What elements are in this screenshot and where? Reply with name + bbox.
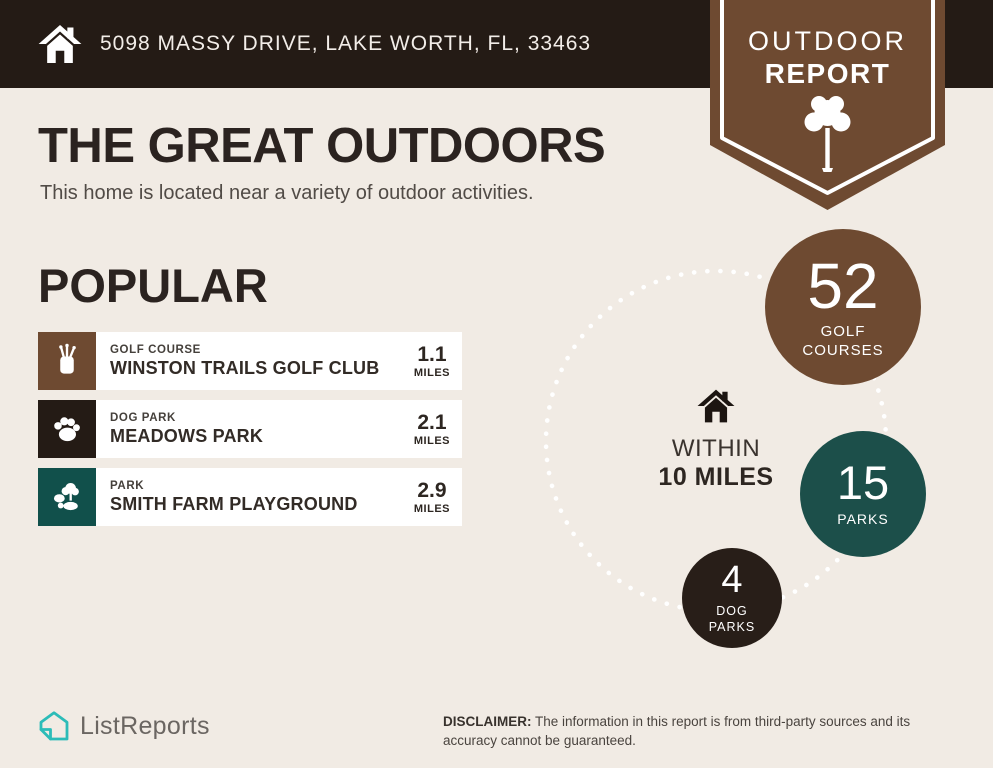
list-item-park: PARK SMITH FARM PLAYGROUND 2.9 MILES <box>38 468 462 526</box>
stat-value: 52 <box>807 249 879 322</box>
stat-value: 15 <box>836 456 890 510</box>
badge-text: OUTDOOR REPORT <box>710 26 945 90</box>
item-distance: 1.1 MILES <box>408 344 462 379</box>
list-item-dog-park: DOG PARK MEADOWS PARK 2.1 MILES <box>38 400 462 458</box>
distance-unit: MILES <box>413 434 450 447</box>
distance-unit: MILES <box>413 366 450 379</box>
brand-name: ListReports <box>80 711 210 740</box>
listreports-logo: ListReports <box>38 710 210 742</box>
item-distance: 2.1 MILES <box>408 412 462 447</box>
item-category: GOLF COURSE <box>110 343 201 356</box>
list-item-golf-course: GOLF COURSE WINSTON TRAILS GOLF CLUB 1.1… <box>38 332 462 390</box>
golf-bag-icon <box>38 332 96 390</box>
stat-label: DOG PARKS <box>708 603 756 634</box>
paw-icon <box>38 400 96 458</box>
badge-shape <box>710 0 945 210</box>
page-title: THE GREAT OUTDOORS <box>38 119 606 173</box>
stat-value: 4 <box>721 558 743 601</box>
park-icon <box>38 468 96 526</box>
item-distance: 2.9 MILES <box>408 480 462 515</box>
disclaimer-body: The information in this report is from t… <box>443 714 911 749</box>
stat-golf-courses: 52 GOLF COURSES <box>765 229 921 385</box>
popular-heading: POPULAR <box>38 259 268 312</box>
badge-line1: OUTDOOR <box>748 26 907 56</box>
list-item-body: DOG PARK MEADOWS PARK 2.1 MILES <box>96 400 462 458</box>
home-icon <box>697 389 735 423</box>
tree-icon <box>804 96 851 172</box>
radius-label-line1: WITHIN <box>671 435 761 462</box>
disclaimer-label: DISCLAIMER: <box>443 714 532 729</box>
stat-label: GOLF COURSES <box>802 322 884 359</box>
disclaimer-text: DISCLAIMER: The information in this repo… <box>443 712 958 750</box>
list-item-body: GOLF COURSE WINSTON TRAILS GOLF CLUB 1.1… <box>96 332 462 390</box>
property-address: 5098 MASSY DRIVE, LAKE WORTH, FL, 33463 <box>100 32 592 55</box>
item-name: SMITH FARM PLAYGROUND <box>110 493 358 514</box>
list-item-body: PARK SMITH FARM PLAYGROUND 2.9 MILES <box>96 468 462 526</box>
item-name: MEADOWS PARK <box>110 425 264 446</box>
distance-value: 2.1 <box>417 410 447 434</box>
listreports-house-icon <box>39 711 69 741</box>
item-name: WINSTON TRAILS GOLF CLUB <box>110 357 380 378</box>
item-category: PARK <box>110 479 145 492</box>
stat-dog-parks: 4 DOG PARKS <box>682 548 782 648</box>
radius-label-line2: 10 MILES <box>658 463 774 491</box>
stat-parks: 15 PARKS <box>800 431 926 557</box>
distance-value: 1.1 <box>417 342 447 366</box>
home-icon <box>38 25 82 63</box>
outdoor-report-badge: OUTDOOR REPORT <box>710 0 945 210</box>
stat-label: PARKS <box>837 511 889 528</box>
distance-value: 2.9 <box>417 478 447 502</box>
page-subtitle: This home is located near a variety of o… <box>40 182 534 204</box>
item-category: DOG PARK <box>110 411 176 424</box>
radius-center: WITHIN 10 MILES <box>616 388 816 492</box>
distance-unit: MILES <box>413 502 450 515</box>
badge-line2: REPORT <box>764 58 891 89</box>
